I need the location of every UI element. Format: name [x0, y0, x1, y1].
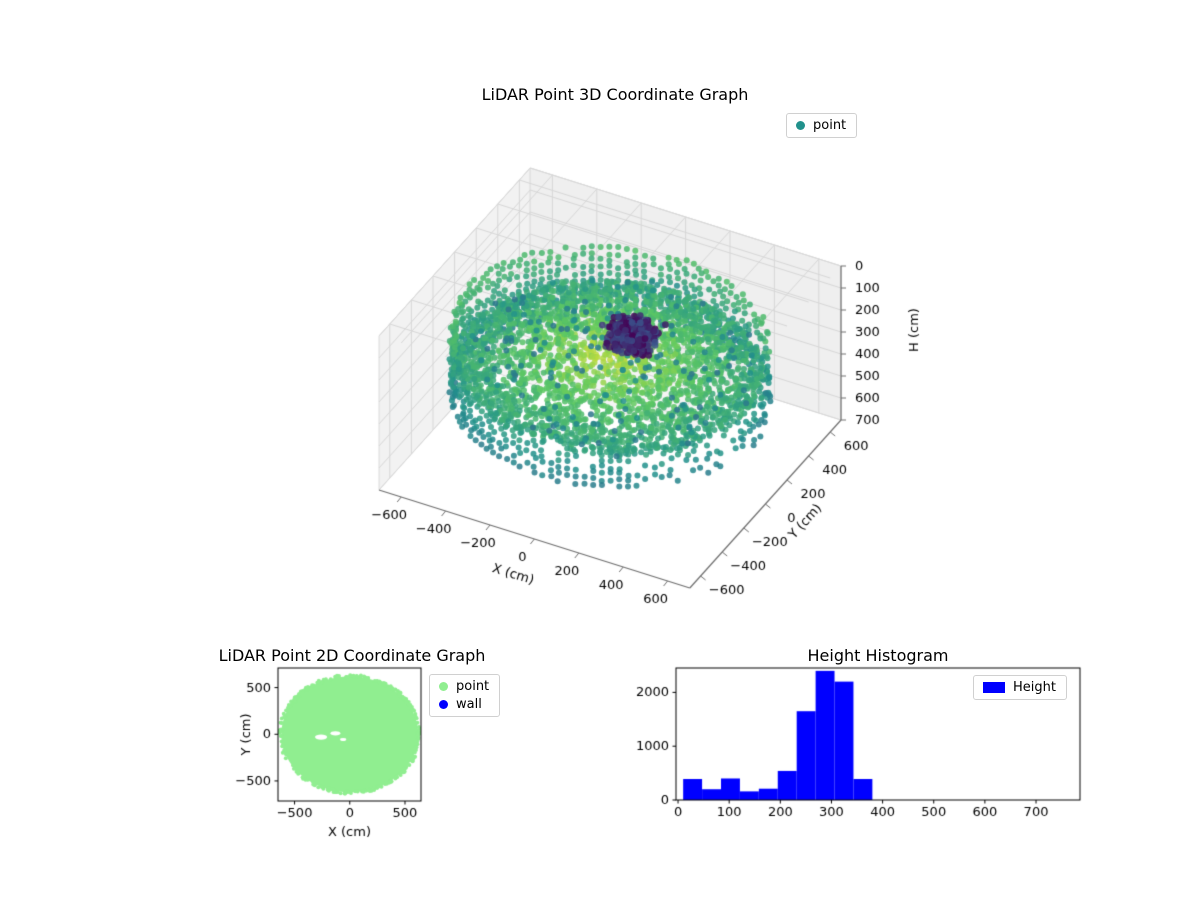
height-swatch-icon [983, 682, 1005, 693]
legend-entry-point: point [796, 118, 846, 133]
legend-entry-point: point [439, 679, 489, 694]
legend-entry-wall: wall [439, 697, 489, 712]
plot3d-legend: point [786, 113, 858, 138]
plot2d-legend: point wall [429, 674, 501, 717]
legend-entry-height: Height [983, 680, 1056, 695]
point-marker-icon [796, 121, 805, 130]
histogram-title: Height Histogram [807, 646, 949, 665]
legend-label-point: point [456, 679, 490, 694]
plot2d-title: LiDAR Point 2D Coordinate Graph [218, 646, 486, 665]
legend-label-point: point [813, 118, 847, 133]
legend-label-height: Height [1013, 680, 1056, 695]
histogram-legend: Height [973, 675, 1067, 700]
legend-label-wall: wall [456, 697, 482, 712]
wall-marker-icon [439, 700, 448, 709]
plot3d-title: LiDAR Point 3D Coordinate Graph [481, 85, 749, 104]
point-marker-icon [439, 682, 448, 691]
